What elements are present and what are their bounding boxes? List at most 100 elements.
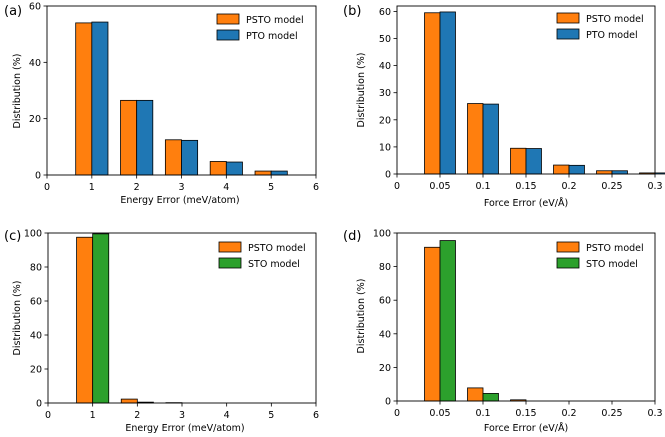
y-tick-label-c-1: 20 bbox=[30, 365, 42, 376]
y-tick-label-b-2: 20 bbox=[379, 115, 391, 126]
x-tick-label-a-6: 6 bbox=[313, 182, 319, 193]
legend-label-a-0: PSTO model bbox=[246, 15, 304, 26]
bar-d-s1-1 bbox=[482, 393, 499, 402]
y-tick-label-d-1: 20 bbox=[379, 363, 391, 374]
y-tick-label-c-2: 40 bbox=[30, 331, 42, 342]
legend-swatch-d-1 bbox=[556, 257, 580, 269]
x-tick-label-c-4: 4 bbox=[224, 410, 230, 421]
bar-b-s0-4 bbox=[596, 170, 613, 175]
y-tick-label-b-3: 30 bbox=[379, 88, 391, 99]
y-tick-label-b-5: 50 bbox=[379, 34, 391, 45]
x-axis-label-a: Energy Error (meV/atom) bbox=[120, 195, 239, 206]
y-tick-label-a-1: 20 bbox=[29, 114, 41, 125]
legend-entry-c-0: PSTO model bbox=[218, 241, 306, 254]
legend-label-b-1: PTO model bbox=[586, 30, 638, 41]
x-tick-label-a-0: 0 bbox=[44, 182, 50, 193]
bar-d-s0-0 bbox=[424, 246, 441, 402]
y-tick-label-c-4: 80 bbox=[30, 263, 42, 274]
panel-label-a: (a) bbox=[4, 4, 22, 19]
bar-a-s0-3 bbox=[209, 161, 227, 176]
legend-entry-a-0: PSTO model bbox=[216, 13, 304, 26]
bar-a-s1-4 bbox=[270, 170, 288, 176]
y-tick-label-b-4: 40 bbox=[379, 61, 391, 72]
x-tick-label-b-3: 0.15 bbox=[515, 181, 536, 192]
bar-a-s1-3 bbox=[225, 161, 243, 176]
bar-a-s1-0 bbox=[91, 21, 109, 176]
legend-label-d-0: PSTO model bbox=[586, 243, 644, 254]
bar-b-s1-1 bbox=[482, 103, 499, 175]
legend-entry-b-1: PTO model bbox=[556, 28, 638, 41]
legend-swatch-c-0 bbox=[218, 241, 242, 253]
y-tick-label-c-3: 60 bbox=[30, 297, 42, 308]
y-tick-label-b-0: 0 bbox=[385, 170, 391, 181]
y-tick-label-a-3: 60 bbox=[29, 2, 41, 13]
y-axis-label-c: Distribution (%) bbox=[12, 281, 23, 356]
chart-panel-c: (c) Energy Error (meV/atom) Distribution… bbox=[4, 229, 319, 435]
x-tick-label-d-3: 0.15 bbox=[515, 408, 536, 419]
x-tick-label-c-0: 0 bbox=[45, 410, 51, 421]
x-tick-label-d-4: 0.2 bbox=[561, 408, 576, 419]
x-axis-label-b: Force Error (eV/Å) bbox=[484, 197, 568, 209]
bar-c-s0-0 bbox=[76, 236, 94, 404]
x-tick-label-b-4: 0.2 bbox=[561, 181, 576, 192]
x-tick-label-c-2: 2 bbox=[134, 410, 140, 421]
legend-c: PSTO model STO model bbox=[218, 241, 306, 270]
bar-a-s0-1 bbox=[120, 99, 138, 176]
legend-a: PSTO model PTO model bbox=[216, 13, 304, 42]
bar-b-s0-1 bbox=[467, 103, 484, 175]
x-tick-label-c-6: 6 bbox=[313, 410, 319, 421]
legend-entry-d-1: STO model bbox=[556, 257, 638, 270]
y-tick-label-b-6: 60 bbox=[379, 7, 391, 18]
legend-swatch-c-1 bbox=[218, 257, 242, 269]
legend-swatch-b-1 bbox=[556, 28, 580, 40]
y-tick-label-a-0: 0 bbox=[35, 171, 41, 182]
x-tick-label-c-3: 3 bbox=[179, 410, 185, 421]
x-tick-label-a-1: 1 bbox=[89, 182, 95, 193]
bar-a-s1-1 bbox=[136, 99, 154, 176]
x-tick-label-b-2: 0.1 bbox=[475, 181, 490, 192]
bar-b-s1-3 bbox=[568, 164, 585, 175]
y-axis-label-b: Distribution (%) bbox=[356, 53, 367, 128]
x-tick-label-d-6: 0.3 bbox=[647, 408, 662, 419]
bar-a-s0-0 bbox=[75, 22, 93, 176]
bar-b-s0-0 bbox=[424, 12, 441, 175]
x-tick-label-b-6: 0.3 bbox=[647, 181, 662, 192]
x-tick-label-c-1: 1 bbox=[90, 410, 96, 421]
y-tick-label-d-4: 80 bbox=[379, 262, 391, 273]
y-tick-label-c-0: 0 bbox=[36, 399, 42, 410]
x-tick-label-a-2: 2 bbox=[134, 182, 140, 193]
x-tick-label-d-2: 0.1 bbox=[475, 408, 490, 419]
bar-a-s0-4 bbox=[254, 170, 272, 176]
x-tick-label-d-0: 0 bbox=[394, 408, 400, 419]
bar-c-s0-1 bbox=[120, 398, 138, 404]
bar-b-s1-5 bbox=[654, 172, 665, 175]
x-tick-label-d-5: 0.25 bbox=[601, 408, 622, 419]
bar-b-s0-2 bbox=[510, 147, 527, 175]
x-tick-label-a-5: 5 bbox=[268, 182, 274, 193]
bar-b-s1-4 bbox=[611, 170, 628, 175]
x-axis-label-d: Force Error (eV/Å) bbox=[484, 422, 568, 434]
bar-a-s0-2 bbox=[164, 139, 182, 176]
legend-label-b-0: PSTO model bbox=[586, 14, 644, 25]
legend-entry-c-1: STO model bbox=[218, 257, 300, 270]
legend-b: PSTO model PTO model bbox=[556, 12, 644, 41]
y-tick-label-d-2: 40 bbox=[379, 329, 391, 340]
x-tick-label-a-4: 4 bbox=[223, 182, 229, 193]
panel-label-c: (c) bbox=[4, 229, 21, 244]
legend-d: PSTO model STO model bbox=[556, 241, 644, 270]
legend-swatch-a-0 bbox=[216, 13, 240, 25]
legend-swatch-b-0 bbox=[556, 12, 580, 24]
legend-label-c-1: STO model bbox=[248, 259, 300, 270]
chart-panel-b: (b) Force Error (eV/Å) Distribution (%) … bbox=[343, 4, 665, 209]
legend-entry-d-0: PSTO model bbox=[556, 241, 644, 254]
x-tick-label-c-5: 5 bbox=[268, 410, 274, 421]
y-tick-label-d-0: 0 bbox=[385, 397, 391, 408]
y-tick-label-c-5: 100 bbox=[24, 229, 42, 240]
bar-c-s1-0 bbox=[92, 233, 110, 404]
y-axis-label-d: Distribution (%) bbox=[356, 279, 367, 354]
bar-b-s0-3 bbox=[553, 164, 570, 175]
panel-label-b: (b) bbox=[343, 4, 361, 19]
y-tick-label-d-3: 60 bbox=[379, 296, 391, 307]
bar-d-s1-0 bbox=[439, 240, 456, 402]
